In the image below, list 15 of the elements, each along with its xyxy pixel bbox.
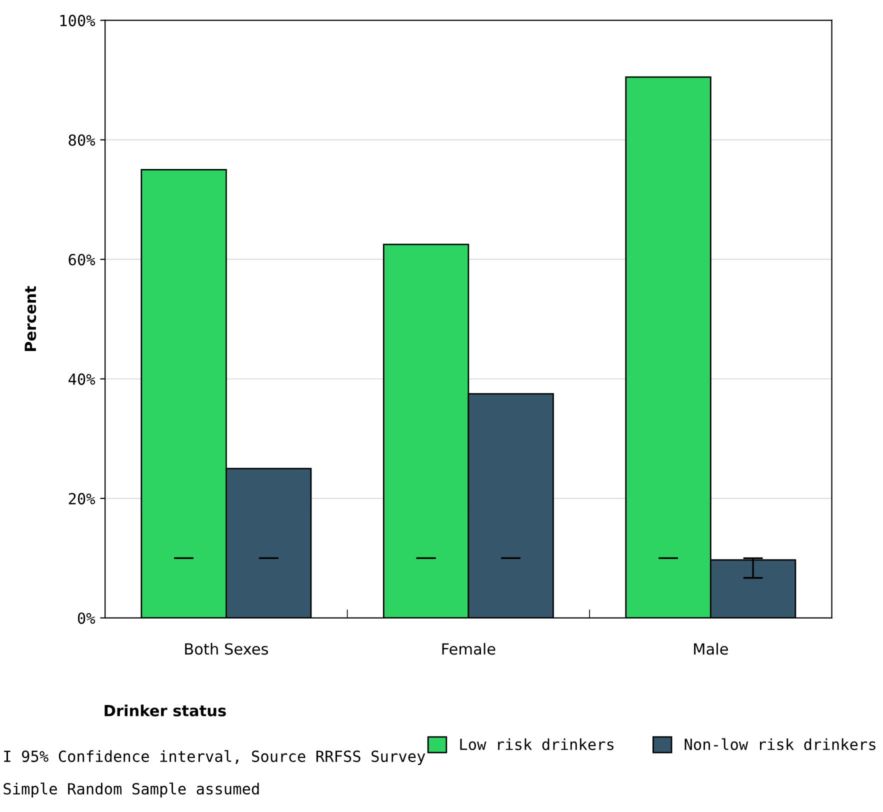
y-axis-title: Percent (24, 286, 36, 352)
y-tick-label: 100% (60, 14, 96, 26)
legend-label: Low risk drinkers (460, 738, 614, 750)
text: I 95% Confidence interval, Source RRFSS Survey (4, 750, 426, 766)
x-tick-label: Female (442, 642, 496, 655)
y-tick-label: 80% (68, 134, 96, 146)
y-tick-label: 60% (68, 254, 96, 266)
y-tick-label: 20% (68, 492, 96, 504)
text: Simple Random Sample assumed (4, 782, 259, 798)
x-axis-title: Drinker status (104, 704, 226, 716)
x-tick-label: Male (694, 642, 728, 655)
y-tick-label: 40% (68, 373, 96, 385)
x-tick-label: Both Sexes (185, 642, 268, 655)
y-tick-label: 0% (78, 612, 96, 624)
legend-label: Non-low risk drinkers (684, 738, 876, 750)
